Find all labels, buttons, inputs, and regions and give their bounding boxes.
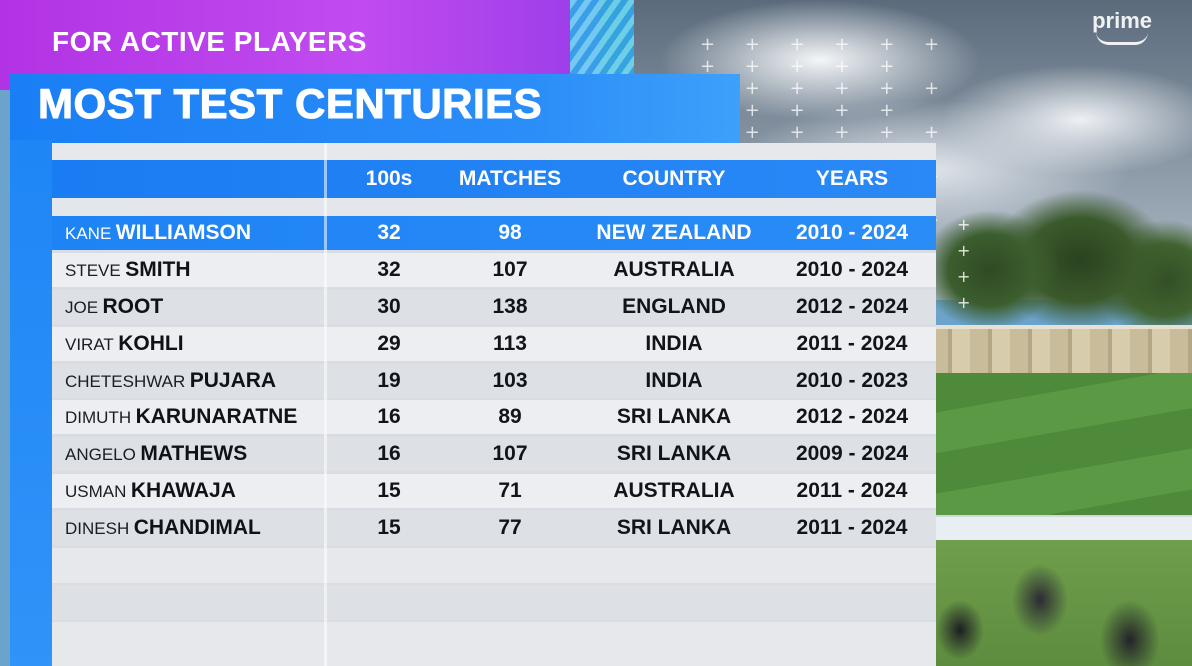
- player-name: ANGELO MATHEWS: [65, 442, 248, 465]
- empty-row: [52, 548, 936, 583]
- years-cell: 2011 - 2024: [796, 479, 908, 502]
- country-cell: SRI LANKA: [616, 405, 732, 428]
- matches-cell: 77: [498, 516, 522, 539]
- hundreds-cell: 29: [377, 332, 401, 355]
- years-cell: 2012 - 2024: [795, 295, 909, 318]
- player-name: USMAN KHAWAJA: [65, 479, 236, 502]
- trees: [930, 190, 1192, 340]
- country-cell: AUSTRALIA: [613, 479, 735, 502]
- country-cell: SRI LANKA: [616, 516, 732, 539]
- hundreds-cell: 15: [377, 516, 401, 539]
- pretitle: FOR ACTIVE PLAYERS: [52, 26, 367, 57]
- prime-logo: prime: [1092, 8, 1152, 33]
- title-bar: [10, 74, 740, 146]
- player-name: DIMUTH KARUNARATNE: [65, 405, 298, 428]
- table-row: KANE WILLIAMSON 32 98 NEW ZEALAND 2010 -…: [52, 216, 936, 250]
- hundreds-cell: 19: [377, 369, 401, 392]
- table-row: USMAN KHAWAJA 15 71 AUSTRALIA 2011 - 202…: [52, 474, 936, 508]
- table-row: JOE ROOT 30 138 ENGLAND 2012 - 2024: [52, 290, 936, 324]
- country-cell: INDIA: [645, 369, 703, 392]
- table-row: CHETESHWAR PUJARA 19 103 INDIA 2010 - 20…: [52, 364, 936, 398]
- hundreds-cell: 32: [377, 258, 401, 281]
- table-row: ANGELO MATHEWS 16 107 SRI LANKA 2009 - 2…: [52, 437, 936, 471]
- left-accent-bar: [10, 140, 52, 666]
- crowd: [930, 540, 1192, 666]
- player-name: CHETESHWAR PUJARA: [65, 369, 277, 392]
- years-cell: 2010 - 2023: [795, 369, 909, 392]
- matches-cell: 138: [492, 295, 528, 318]
- years-cell: 2010 - 2024: [795, 221, 909, 244]
- player-name: STEVE SMITH: [65, 258, 191, 281]
- plus-pattern-vertical: + + + +: [957, 215, 971, 312]
- table-header: [52, 160, 936, 198]
- matches-cell: 103: [492, 369, 528, 392]
- years-cell: 2011 - 2024: [796, 516, 908, 539]
- player-name: DINESH CHANDIMAL: [65, 516, 261, 539]
- table-row: DIMUTH KARUNARATNE 16 89 SRI LANKA 2012 …: [52, 400, 936, 434]
- header-matches: MATCHES: [458, 167, 562, 190]
- years-cell: 2009 - 2024: [795, 442, 909, 465]
- header-years: YEARS: [815, 167, 889, 190]
- matches-cell: 89: [498, 405, 522, 428]
- matches-cell: 107: [492, 442, 528, 465]
- plus-pattern: + + + + + + + + + + + + + + + + + + + + +…: [700, 34, 952, 253]
- table-row: VIRAT KOHLI 29 113 INDIA 2011 - 2024: [52, 327, 936, 361]
- years-cell: 2010 - 2024: [795, 258, 909, 281]
- prime-smile-icon: [1096, 32, 1148, 45]
- header-hundreds: 100s: [365, 167, 413, 190]
- years-cell: 2011 - 2024: [796, 332, 908, 355]
- country-cell: NEW ZEALAND: [596, 221, 752, 244]
- hundreds-cell: 16: [377, 442, 401, 465]
- hundreds-cell: 15: [377, 479, 401, 502]
- matches-cell: 113: [493, 332, 527, 355]
- boundary-hoarding: [930, 515, 1192, 543]
- matches-cell: 98: [498, 221, 522, 244]
- table-row: DINESH CHANDIMAL 15 77 SRI LANKA 2011 - …: [52, 511, 936, 545]
- country-cell: SRI LANKA: [616, 442, 732, 465]
- matches-cell: 71: [498, 479, 522, 502]
- country-cell: INDIA: [645, 332, 703, 355]
- grandstand: [930, 325, 1192, 377]
- panel-top-strip: [52, 143, 936, 160]
- header-country: COUNTRY: [622, 167, 726, 190]
- hundreds-cell: 32: [377, 221, 401, 244]
- player-name: KANE WILLIAMSON: [65, 221, 252, 244]
- player-name: VIRAT KOHLI: [65, 332, 184, 355]
- country-cell: AUSTRALIA: [613, 258, 735, 281]
- player-name: JOE ROOT: [65, 295, 164, 318]
- table-row: STEVE SMITH 32 107 AUSTRALIA 2010 - 2024: [52, 253, 936, 287]
- empty-row: [52, 622, 936, 666]
- matches-cell: 107: [492, 258, 528, 281]
- country-cell: ENGLAND: [622, 295, 726, 318]
- hundreds-cell: 30: [377, 295, 401, 318]
- empty-row: [52, 585, 936, 620]
- name-column-divider: [324, 143, 327, 666]
- years-cell: 2012 - 2024: [795, 405, 909, 428]
- graphic-title: MOST TEST CENTURIES: [37, 80, 543, 128]
- hundreds-cell: 16: [377, 405, 401, 428]
- header-separator: [52, 198, 936, 216]
